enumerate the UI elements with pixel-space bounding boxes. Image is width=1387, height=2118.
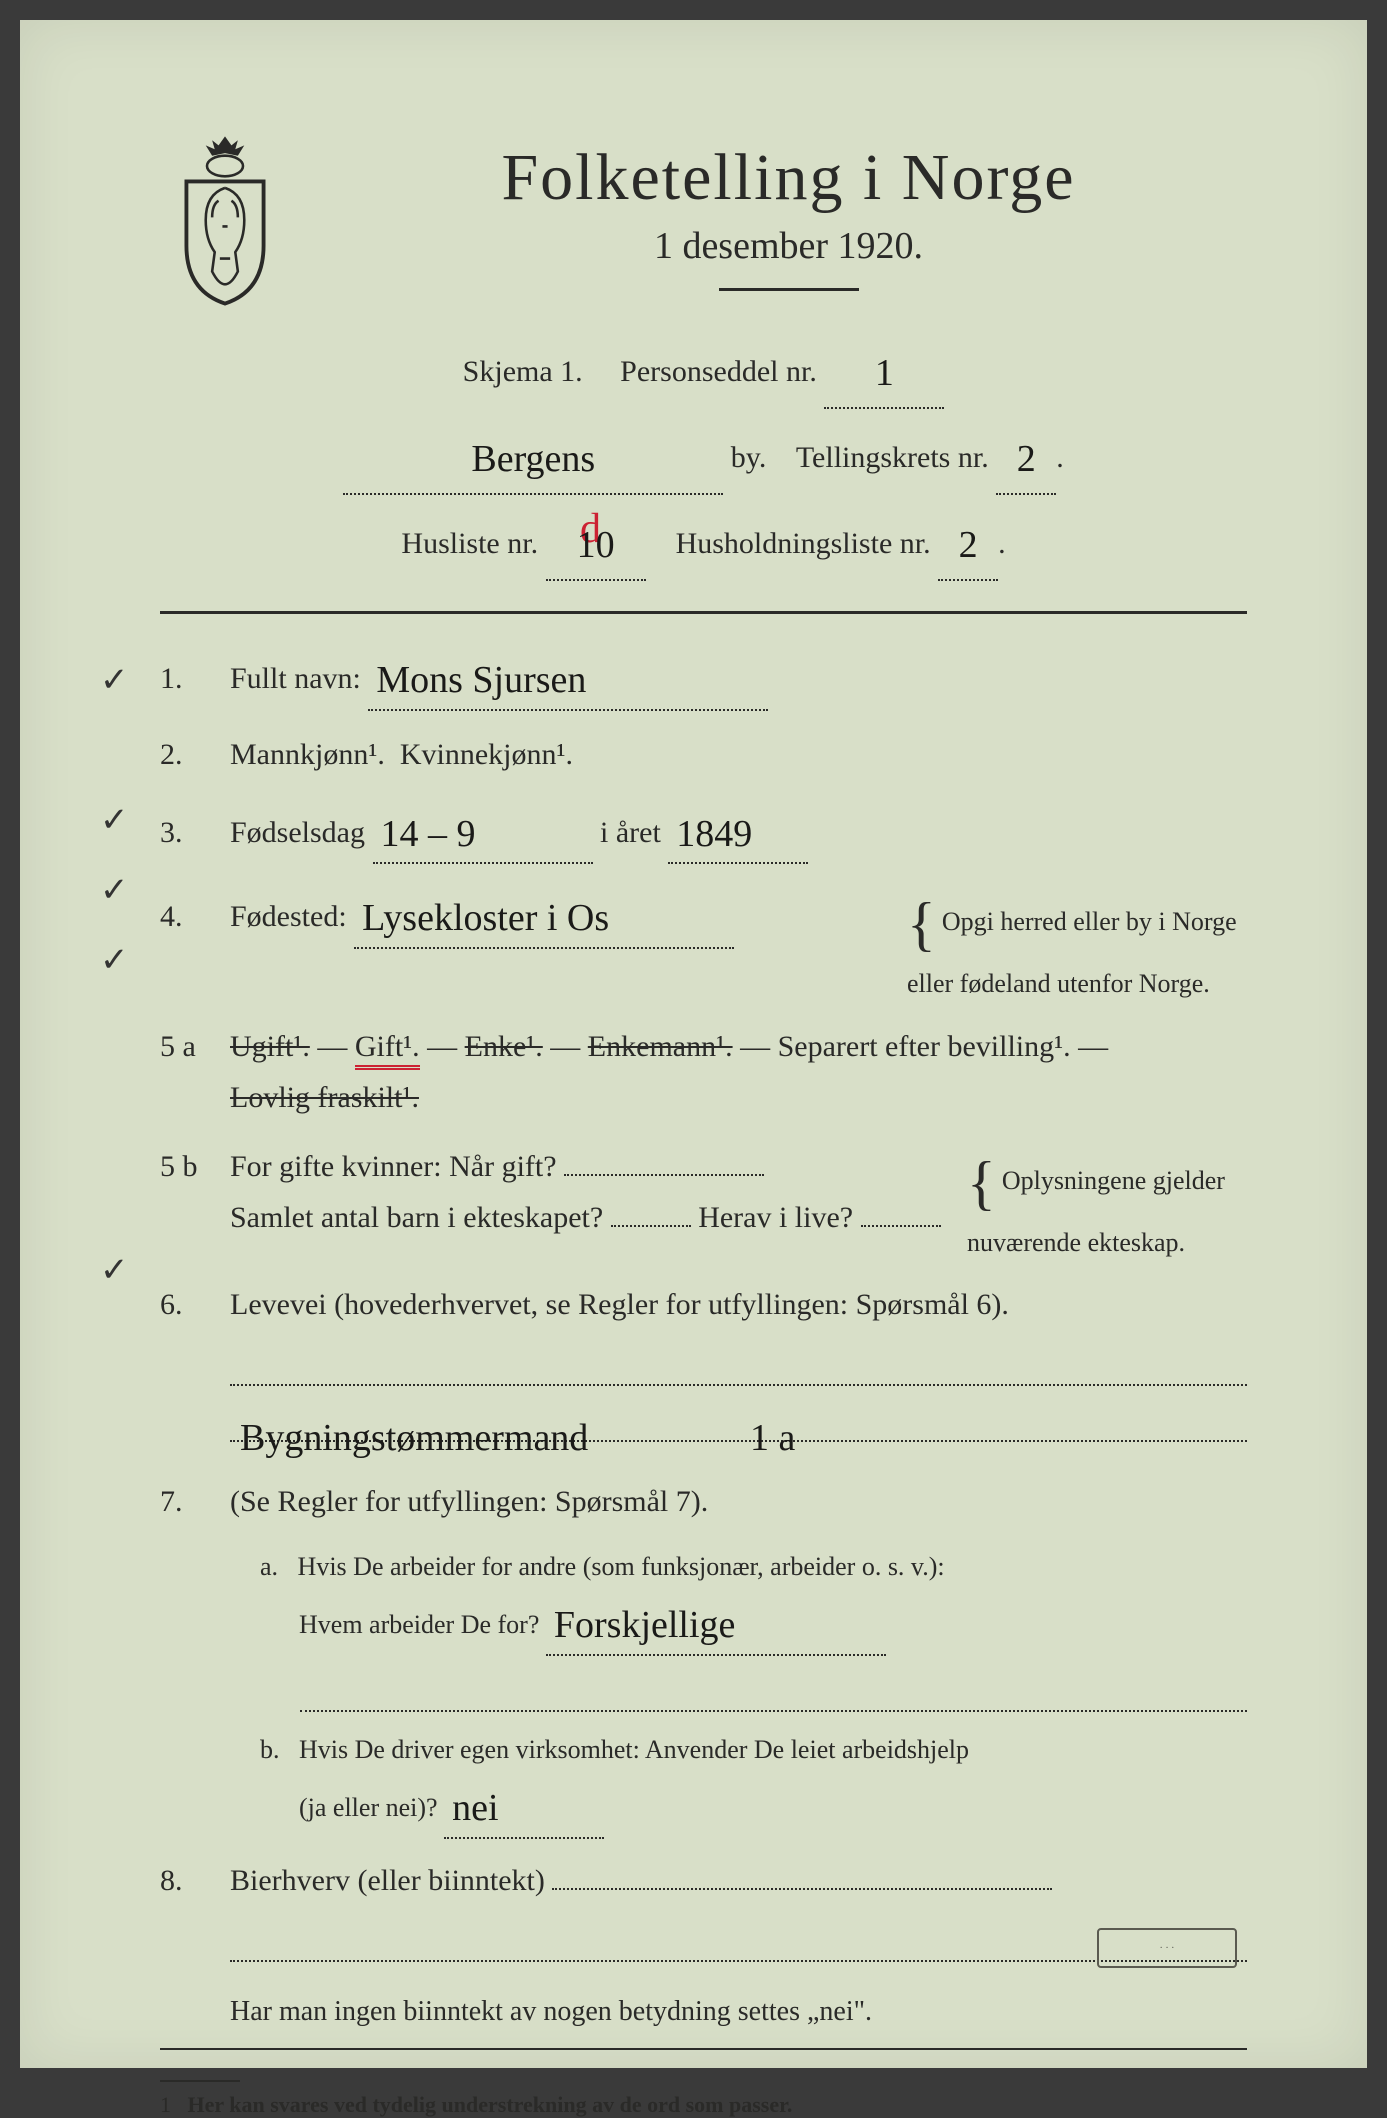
q1-label: Fullt navn: bbox=[230, 662, 361, 695]
q5b-l1: For gifte kvinner: Når gift? bbox=[230, 1150, 557, 1183]
margin-check-3: ✓ bbox=[100, 800, 129, 840]
q5a-opt-3: Enkemann¹. bbox=[588, 1030, 733, 1063]
husliste-label: Husliste nr. bbox=[401, 527, 538, 560]
q3: 3. Fødselsdag 14 – 9 i året 1849 bbox=[160, 798, 1247, 865]
personseddel-label: Personseddel nr. bbox=[620, 355, 817, 388]
q7a-value: Forskjellige bbox=[554, 1604, 736, 1646]
q5b-num: 5 b bbox=[160, 1141, 230, 1192]
q7a-text1: Hvis De arbeider for andre (som funksjon… bbox=[298, 1552, 945, 1581]
main-title: Folketelling i Norge bbox=[330, 140, 1247, 216]
skjema-label: Skjema 1. bbox=[463, 355, 583, 388]
q5a-opt-5: Lovlig fraskilt¹. bbox=[230, 1081, 419, 1114]
q5b-side-text: Oplysningene gjelder nuværende ekteskap. bbox=[967, 1166, 1225, 1257]
q2-m: Mannkjønn¹. bbox=[230, 738, 385, 771]
q7: 7. (Se Regler for utfyllingen: Spørsmål … bbox=[160, 1476, 1247, 1527]
q5b-fill-1 bbox=[564, 1174, 764, 1176]
divider-1 bbox=[160, 611, 1247, 614]
q4-side: {Opgi herred eller by i Norge eller føde… bbox=[907, 882, 1247, 1002]
q2: 2. Mannkjønn¹. Kvinnekjønn¹. bbox=[160, 729, 1247, 780]
census-form-page: ✓ ✓ ✓ ✓ ✓ d Folketelling i Norge 1 desem… bbox=[20, 20, 1367, 2068]
q5b-l2a: Samlet antal barn i ekteskapet? bbox=[230, 1201, 603, 1234]
q5a-opt-0: Ugift¹. bbox=[230, 1030, 310, 1063]
q8-num: 8. bbox=[160, 1855, 230, 1906]
footnote-rule bbox=[160, 2080, 240, 2082]
q5a-num: 5 a bbox=[160, 1021, 230, 1072]
q8-fill bbox=[552, 1888, 1052, 1890]
tellingskrets-nr: 2 bbox=[1017, 438, 1036, 480]
footer-note: Har man ingen biinntekt av nogen betydni… bbox=[230, 1996, 1247, 2028]
personseddel-nr: 1 bbox=[875, 352, 894, 394]
q7b-text1: Hvis De driver egen virksomhet: Anvender… bbox=[299, 1735, 969, 1764]
subtitle: 1 desember 1920. bbox=[330, 224, 1247, 268]
q3-label: Fødselsdag bbox=[230, 816, 365, 849]
printer-stamp: · · · bbox=[1097, 1928, 1237, 1968]
q1-value: Mons Sjursen bbox=[376, 659, 586, 701]
q7-num: 7. bbox=[160, 1476, 230, 1527]
q5b-fill-2 bbox=[611, 1225, 691, 1227]
q3-year-label: i året bbox=[600, 816, 661, 849]
q7a: a. Hvis De arbeider for andre (som funks… bbox=[260, 1545, 1247, 1712]
q5b: 5 b {Oplysningene gjelder nuværende ekte… bbox=[160, 1141, 1247, 1261]
q7-label: (Se Regler for utfyllingen: Spørsmål 7). bbox=[230, 1485, 708, 1518]
q3-num: 3. bbox=[160, 807, 230, 858]
q6-suffix: 1 a bbox=[750, 1406, 795, 1438]
q7b-text2: (ja eller nei)? bbox=[299, 1793, 438, 1822]
footnote-num: 1 bbox=[160, 2092, 171, 2117]
q7b-label: b. bbox=[260, 1735, 280, 1764]
title-rule bbox=[719, 288, 859, 291]
q7a-text2: Hvem arbeider De for? bbox=[299, 1610, 539, 1639]
margin-check-4: ✓ bbox=[100, 870, 129, 910]
footnote-text: Her kan svares ved tydelig understreknin… bbox=[188, 2092, 793, 2117]
by-value: Bergens bbox=[471, 438, 595, 480]
q2-num: 2. bbox=[160, 729, 230, 780]
q5a-opt-4: Separert efter bevilling¹. bbox=[778, 1030, 1071, 1063]
q8: 8. Bierhverv (eller biinntekt) bbox=[160, 1855, 1247, 1978]
q5a-opt-1: Gift¹. bbox=[355, 1030, 420, 1070]
q4-num: 4. bbox=[160, 891, 230, 942]
q7a-label: a. bbox=[260, 1552, 278, 1581]
margin-check-1: ✓ bbox=[100, 660, 129, 700]
coat-of-arms-icon bbox=[160, 130, 290, 310]
q6-label: Levevei (hovederhvervet, se Regler for u… bbox=[230, 1288, 1009, 1321]
husholdning-nr: 2 bbox=[959, 524, 978, 566]
q6: 6. Levevei (hovederhvervet, se Regler fo… bbox=[160, 1279, 1247, 1458]
q3-day: 14 – 9 bbox=[381, 813, 476, 855]
q6-line-1 bbox=[230, 1346, 1247, 1386]
q6-line-2: Bygningstømmermand 1 a bbox=[230, 1402, 1247, 1442]
margin-check-6: ✓ bbox=[100, 1250, 129, 1290]
q7a-line bbox=[300, 1672, 1247, 1712]
header: Folketelling i Norge 1 desember 1920. bbox=[160, 130, 1247, 321]
footnote: 1 Her kan svares ved tydelig understrekn… bbox=[160, 2080, 1247, 2118]
q4: 4. {Opgi herred eller by i Norge eller f… bbox=[160, 882, 1247, 1002]
tellingskrets-label: Tellingskrets nr. bbox=[796, 441, 989, 474]
q6-value: Bygningstømmermand bbox=[240, 1406, 588, 1438]
margin-check-5: ✓ bbox=[100, 940, 129, 980]
q5a: 5 a Ugift¹. — Gift¹. — Enke¹. — Enkemann… bbox=[160, 1021, 1247, 1123]
husholdning-label: Husholdningsliste nr. bbox=[676, 527, 931, 560]
q2-k: Kvinnekjønn¹. bbox=[400, 738, 573, 771]
meta-block: Skjema 1. Personseddel nr. 1 Bergens by.… bbox=[160, 331, 1247, 581]
husliste-nr: 10 bbox=[577, 524, 615, 566]
q8-label: Bierhverv (eller biinntekt) bbox=[230, 1864, 545, 1897]
q1-num: 1. bbox=[160, 653, 230, 704]
q4-label: Fødested: bbox=[230, 900, 347, 933]
q5b-fill-3 bbox=[861, 1225, 941, 1227]
q5b-l2b: Herav i live? bbox=[698, 1201, 853, 1234]
q8-line bbox=[230, 1922, 1247, 1962]
q5a-opt-2: Enke¹. bbox=[465, 1030, 543, 1063]
q4-side-text: Opgi herred eller by i Norge eller fødel… bbox=[907, 907, 1237, 998]
q7b-value: nei bbox=[452, 1787, 498, 1829]
q3-year: 1849 bbox=[676, 813, 752, 855]
title-block: Folketelling i Norge 1 desember 1920. bbox=[330, 130, 1247, 321]
q4-value: Lysekloster i Os bbox=[362, 897, 609, 939]
q6-num: 6. bbox=[160, 1279, 230, 1330]
q5b-side: {Oplysningene gjelder nuværende ekteskap… bbox=[967, 1141, 1247, 1261]
q1: 1. Fullt navn: Mons Sjursen bbox=[160, 644, 1247, 711]
q7b: b. Hvis De driver egen virksomhet: Anven… bbox=[260, 1728, 1247, 1839]
by-label: by. bbox=[731, 441, 767, 474]
